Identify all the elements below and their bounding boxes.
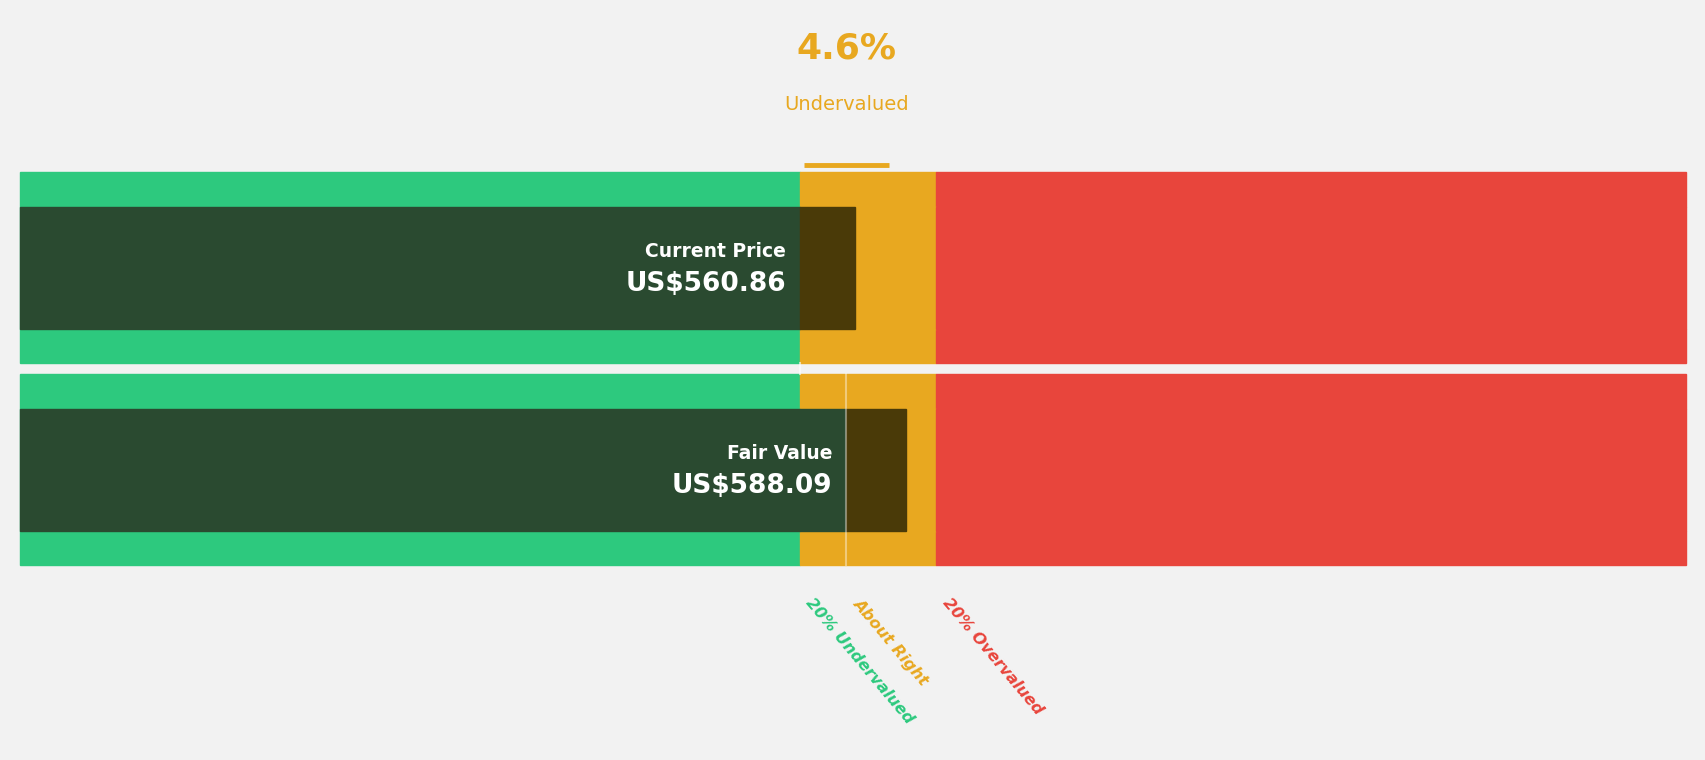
Bar [936, 409, 1685, 530]
Bar [800, 173, 936, 207]
Bar [936, 329, 1685, 363]
Text: Undervalued: Undervalued [783, 95, 909, 114]
Bar [800, 375, 936, 409]
Text: US$560.86: US$560.86 [626, 271, 786, 296]
Bar [936, 207, 1685, 329]
Bar [20, 329, 800, 363]
Text: 4.6%: 4.6% [796, 32, 895, 65]
Bar [20, 207, 800, 329]
Bar [936, 173, 1685, 207]
Bar [20, 375, 800, 409]
Text: Fair Value: Fair Value [726, 445, 832, 464]
Text: US$588.09: US$588.09 [672, 473, 832, 499]
Bar [20, 409, 846, 530]
Bar [800, 409, 936, 530]
Bar [20, 207, 800, 329]
Bar [800, 207, 854, 329]
Bar [800, 530, 936, 565]
Text: 20% Overvalued: 20% Overvalued [939, 595, 1045, 717]
Bar [20, 530, 800, 565]
Bar [20, 173, 800, 207]
Bar [846, 409, 905, 530]
Bar [936, 375, 1685, 409]
Bar [20, 409, 800, 530]
Text: 20% Undervalued: 20% Undervalued [803, 595, 916, 727]
Bar [800, 207, 936, 329]
Text: Current Price: Current Price [644, 242, 786, 261]
Text: About Right: About Right [849, 595, 929, 688]
Bar [800, 329, 936, 363]
Bar [936, 530, 1685, 565]
